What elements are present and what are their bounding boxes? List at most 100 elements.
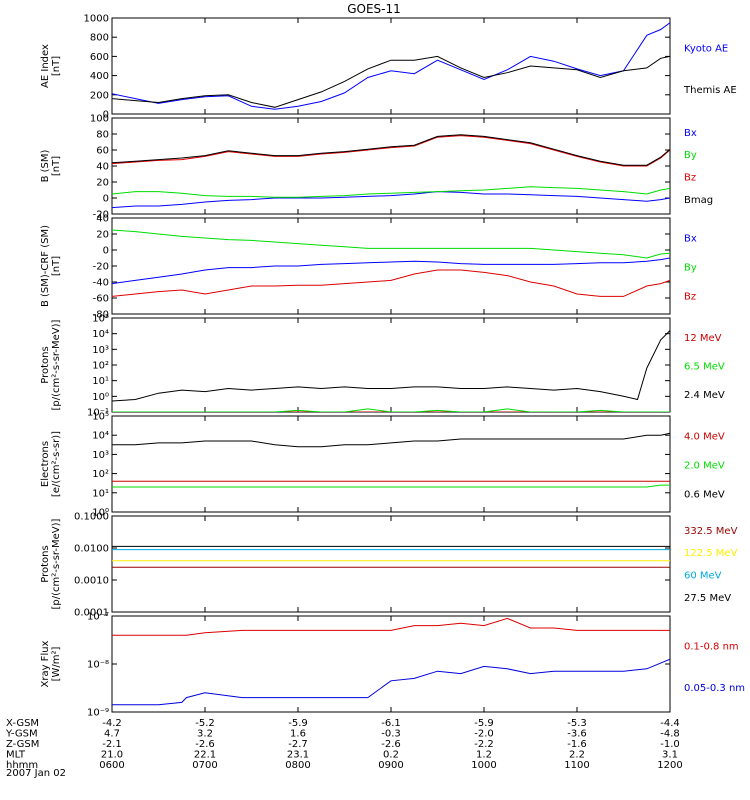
y-tick-label: 10⁴ (92, 329, 109, 340)
y-axis-label: [nT] (51, 156, 62, 176)
panel-3: -80 -60 -40 -20 0 20 40 B (SM)-CRF (SM) [nT] Bx By… (40, 214, 697, 321)
footer-value: 0600 (99, 760, 124, 771)
y-tick-label: 40 (96, 162, 109, 173)
footer-value: 22.1 (194, 750, 216, 761)
legend-entry: 122.5 MeV (684, 548, 738, 559)
series-line (112, 191, 670, 209)
footer-value: -1.0 (660, 739, 680, 750)
footer-value: -2.6 (381, 739, 401, 750)
footer-value: 0900 (378, 760, 403, 771)
panel-2: -20 0 20 40 60 80 100 B (SM) [nT] Bx By Bz Bmag (40, 114, 713, 221)
y-tick-label: 400 (90, 71, 109, 82)
plot-title: GOES-11 (347, 2, 401, 16)
date-label: 2007 Jan 02 (6, 768, 66, 779)
y-tick-label: 10⁻⁹ (87, 708, 109, 719)
y-tick-label: 10⁵ (92, 412, 109, 423)
y-tick-label: -80 (93, 310, 109, 321)
y-tick-label: 0.1000 (74, 512, 109, 523)
footer-value: 0800 (285, 760, 310, 771)
panel-frame (111, 515, 671, 613)
footer-value: 23.1 (287, 750, 309, 761)
panel-frame (111, 415, 671, 513)
series-line (112, 408, 670, 412)
legend-entry: Themis AE (683, 85, 737, 96)
legend-entry: 2.0 MeV (684, 460, 725, 471)
footer-row-label: Z-GSM (6, 739, 39, 750)
footer-value: 0.2 (383, 750, 399, 761)
y-tick-label: 10² (92, 469, 109, 480)
y-tick-label: 10³ (92, 450, 109, 461)
panel-5: 10⁰ 10¹ 10² 10³ 10⁴ 10⁵ Electrons [e/(cm²-s-sr)… (40, 412, 725, 519)
series-line (112, 617, 670, 636)
panel-1: 0 200 400 600 800 1000 AE Index [nT] Kyoto AE The… (40, 14, 737, 121)
legend-entry: 12 MeV (684, 333, 722, 344)
y-tick-label: -40 (93, 278, 109, 289)
panel-7: 10⁻⁹ 10⁻⁸ 10⁻⁷ Xray Flux [W/m²] 0.1-0.8 nm 0.0… (40, 612, 745, 719)
y-tick-label: 10⁻⁸ (87, 660, 109, 671)
legend-entry: Bx (684, 233, 697, 244)
series-line (112, 257, 670, 285)
y-tick-label: 800 (90, 33, 109, 44)
footer-value: -2.0 (474, 729, 494, 740)
legend-entry: Bz (684, 291, 696, 302)
y-tick-label: 10⁴ (92, 431, 109, 442)
footer-value: 1100 (564, 760, 589, 771)
y-axis-label: Xray Flux (40, 640, 51, 687)
legend-entry: Bmag (684, 195, 713, 206)
footer-value: -1.6 (567, 739, 587, 750)
footer-value: -5.9 (288, 718, 308, 729)
panel-frame (111, 117, 671, 215)
y-axis-label: [p/(cm²-s-sr-MeV)] (51, 319, 62, 410)
legend-entry: 6.5 MeV (684, 361, 725, 372)
panel-frame (111, 317, 671, 413)
footer-value: -4.4 (660, 718, 680, 729)
footer-value: 2.2 (569, 750, 585, 761)
y-tick-label: 10⁻¹ (87, 408, 109, 419)
y-tick-label: 10⁰ (92, 392, 109, 403)
y-tick-label: 100 (90, 114, 109, 125)
legend-entry: 0.05-0.3 nm (684, 683, 745, 694)
legend-entry: 27.5 MeV (684, 593, 731, 604)
y-axis-label: B (SM)-CRF (SM) (40, 225, 51, 307)
series-line (112, 135, 670, 167)
series-line (112, 55, 670, 108)
series-line (112, 432, 670, 448)
y-axis-label: [p/(cm²-s-sr-MeV)] (51, 518, 62, 609)
y-axis-label: [W/m²] (51, 646, 62, 681)
y-tick-label: -20 (93, 262, 109, 273)
y-tick-label: 0 (103, 110, 109, 121)
y-axis-label: AE Index (40, 44, 51, 88)
series-line (112, 134, 670, 166)
y-tick-label: 0.0001 (74, 608, 109, 619)
y-tick-label: 20 (96, 230, 109, 241)
footer-value: -2.2 (474, 739, 494, 750)
panel-frame (111, 217, 671, 315)
y-tick-label: -20 (93, 210, 109, 221)
y-tick-label: 10⁻⁷ (87, 612, 109, 623)
y-axis-label: Protons (40, 346, 51, 383)
legend-entry: Bz (684, 173, 696, 184)
series-line (112, 229, 670, 259)
y-tick-label: 1000 (84, 14, 109, 25)
legend-entry: Bx (684, 128, 697, 139)
footer-value: 3.2 (197, 729, 213, 740)
footer-value: 1.2 (476, 750, 492, 761)
footer-value: -5.3 (567, 718, 587, 729)
legend-entry: By (684, 262, 697, 273)
footer-value: -4.8 (660, 729, 680, 740)
footer-value: 1200 (657, 760, 682, 771)
orbit-footer: X-GSM -4.2 -5.2 -5.9 -6.1 -5.9 -5.3 -4.4 Y-GSM 4.… (5, 718, 683, 771)
footer-value: -5.2 (195, 718, 215, 729)
legend-entry: 0.1-0.8 nm (684, 641, 739, 652)
legend-entry: 2.4 MeV (684, 390, 725, 401)
footer-value: 21.0 (101, 750, 123, 761)
footer-value: -2.7 (288, 739, 308, 750)
footer-row-label: Y-GSM (5, 729, 38, 740)
series-line (112, 22, 670, 110)
series-line (112, 484, 670, 488)
footer-row-label: X-GSM (6, 718, 39, 729)
y-axis-label: [e/(cm²-s-sr)] (51, 431, 62, 497)
legend-entry: 0.6 MeV (684, 489, 725, 500)
